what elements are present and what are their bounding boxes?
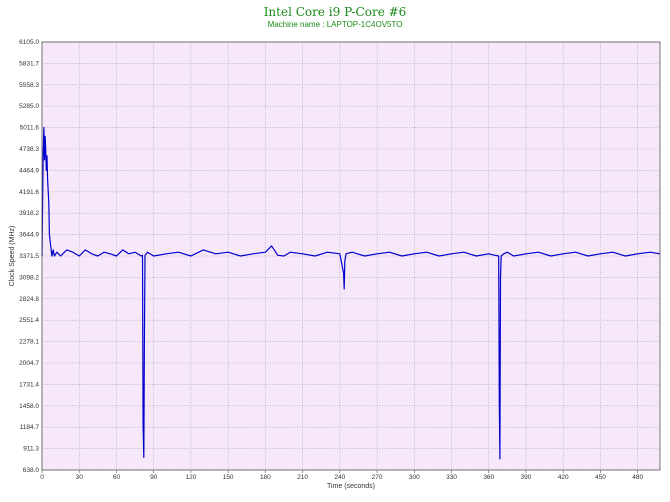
y-tick-label: 911.3 [23,446,39,453]
y-tick-label: 1731.4 [19,381,39,388]
x-tick-label: 330 [446,474,457,481]
y-tick-label: 5831.7 [19,60,39,67]
y-tick-label: 3918.2 [19,210,39,217]
y-tick-label: 2551.4 [19,317,39,324]
y-tick-label: 3371.5 [19,253,39,260]
x-tick-label: 180 [260,474,271,481]
x-tick-label: 0 [40,474,44,481]
x-axis-label: Time (seconds) [327,483,375,490]
x-tick-label: 60 [113,474,121,481]
x-tick-label: 360 [483,474,494,481]
x-tick-label: 90 [150,474,158,481]
x-tick-label: 270 [372,474,383,481]
x-tick-label: 300 [409,474,420,481]
chart-title: Intel Core i9 P-Core #6 [263,5,407,19]
x-tick-label: 210 [297,474,308,481]
x-tick-label: 120 [185,474,196,481]
y-tick-label: 2004.7 [19,360,39,367]
y-tick-label: 4464.9 [19,167,39,174]
x-axis-ticks: 0 30 60 90 120 150 180 210 240 270 300 330 360 390 420… [40,470,643,481]
y-tick-label: 638.0 [23,467,40,474]
y-tick-label: 5011.6 [20,125,40,132]
x-tick-label: 150 [223,474,234,481]
series-line [41,126,661,460]
y-tick-label: 3644.9 [19,232,39,239]
y-tick-label: 1184.7 [20,424,40,431]
y-axis-label: Clock Speed (MHz) [9,226,16,287]
y-tick-label: 3098.2 [19,274,39,281]
y-tick-label: 2824.8 [19,296,39,303]
plot-border [41,41,661,471]
chart-subtitle: Machine name : LAPTOP-1C4OV5TO [267,20,403,29]
series-layer [41,126,661,460]
y-tick-label: 6105.0 [19,39,39,46]
y-tick-label: 5558.3 [19,82,39,89]
y-tick-label: 4738.3 [19,146,39,153]
y-axis-ticks: 638.0 911.3 1184.7 1458.0 1731.4 2004.7 2278.1… [19,39,39,474]
y-tick-label: 4191.6 [19,189,39,196]
x-tick-label: 450 [595,474,606,481]
x-tick-label: 390 [521,474,532,481]
y-tick-label: 1458.0 [19,403,39,410]
x-tick-label: 420 [558,474,569,481]
x-tick-label: 240 [334,474,345,481]
x-tick-label: 480 [632,474,643,481]
x-tick-label: 30 [76,474,84,481]
y-tick-label: 5285.0 [19,103,39,110]
y-tick-label: 2278.1 [19,339,39,346]
